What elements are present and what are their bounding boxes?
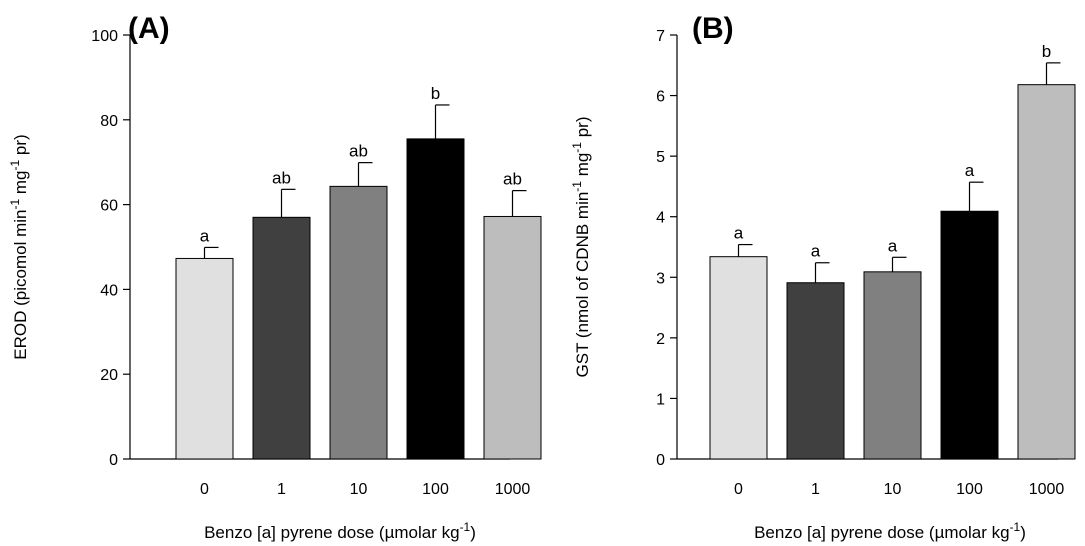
y-tick-label: 6: [656, 89, 665, 106]
bar-0: [175, 257, 234, 460]
y-tick-label: 2: [656, 331, 665, 348]
y-tick-label: 80: [100, 113, 118, 130]
x-tick-label-100: 100: [956, 481, 983, 498]
y-tick-label: 4: [656, 210, 665, 227]
x-tick-label-1000: 1000: [1029, 481, 1065, 498]
x-tick-label-1: 1: [811, 481, 820, 498]
significance-label-1000: ab: [503, 170, 522, 189]
chart-panel-2: (B) 0 1 2 3 4 5 6 7 a 0 a 1 a 10 a 100 b 1000 Benzo [a] pyr…: [570, 12, 1076, 542]
x-tick-label-1000: 1000: [495, 481, 531, 498]
y-tick-label: 60: [100, 198, 118, 215]
x-tick-label-100: 100: [422, 481, 449, 498]
significance-label-10: ab: [349, 142, 368, 161]
y-tick-label: 100: [91, 28, 118, 45]
chart-panel-1: (A) 0 20 40 60 80 100 a 0 ab 1 ab 10 b 100 ab 1000 Benzo …: [8, 12, 542, 542]
bar-1: [252, 216, 311, 460]
y-axis-label: GST (nmol of CDNB min-1 mg-1 pr): [570, 117, 592, 378]
bar-0: [709, 256, 768, 460]
y-tick-label: 20: [100, 367, 118, 384]
significance-label-1: a: [811, 242, 821, 261]
bar-1000: [483, 215, 542, 460]
panel-label: (B): [692, 12, 734, 45]
panel-label: (A): [128, 12, 170, 45]
y-tick-label: 7: [656, 28, 665, 45]
y-tick-label: 1: [656, 391, 665, 408]
x-tick-label-10: 10: [884, 481, 902, 498]
y-axis-label: EROD (picomol min-1 mg-1 pr): [8, 134, 30, 359]
x-tick-label-1: 1: [277, 481, 286, 498]
bar-100: [406, 138, 465, 460]
bar-1: [786, 282, 845, 460]
bar-1000: [1017, 84, 1076, 460]
significance-label-0: a: [734, 224, 744, 243]
significance-label-1: ab: [272, 168, 291, 187]
bar-100: [940, 210, 999, 460]
bar-10: [329, 185, 388, 460]
y-tick-label: 40: [100, 282, 118, 299]
significance-label-10: a: [888, 236, 898, 255]
y-tick-label: 0: [109, 452, 118, 469]
bar-10: [863, 271, 922, 460]
x-tick-label-0: 0: [200, 481, 209, 498]
x-tick-label-0: 0: [734, 481, 743, 498]
y-tick-label: 3: [656, 270, 665, 287]
significance-label-100: b: [431, 84, 440, 103]
y-tick-label: 5: [656, 149, 665, 166]
x-tick-label-10: 10: [350, 481, 368, 498]
significance-label-0: a: [200, 226, 210, 245]
y-tick-label: 0: [656, 452, 665, 469]
significance-label-100: a: [965, 161, 975, 180]
x-axis-label: Benzo [a] pyrene dose (µmolar kg-1): [204, 520, 476, 542]
x-axis-label: Benzo [a] pyrene dose (µmolar kg-1): [754, 520, 1026, 542]
significance-label-1000: b: [1042, 42, 1051, 61]
